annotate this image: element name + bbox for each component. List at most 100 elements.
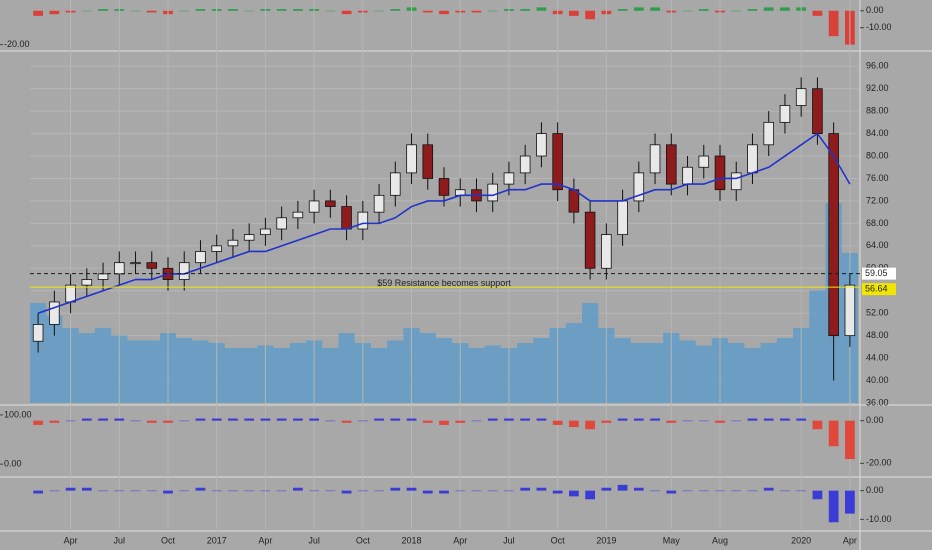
candle-body (325, 200, 336, 207)
volume-bar (338, 333, 355, 403)
histogram-bar (114, 490, 125, 492)
candle-body (130, 262, 141, 265)
histogram-bar (33, 490, 43, 494)
candle-body (601, 234, 612, 269)
histogram-bar (569, 490, 579, 497)
histogram-bar (780, 490, 790, 492)
volume-bar (695, 345, 712, 403)
histogram-bar (617, 418, 628, 421)
candle-body (552, 133, 563, 191)
volume-bar (776, 338, 794, 403)
candle-body (584, 211, 596, 269)
histogram-bar (390, 9, 401, 11)
histogram-bar (682, 420, 693, 422)
volume-bar (94, 328, 112, 403)
histogram-bar (812, 490, 823, 500)
histogram-bar (65, 420, 76, 422)
y-tick-label: -10.00 (866, 514, 892, 524)
histogram-bar (504, 418, 514, 421)
volume-bar (468, 348, 485, 403)
histogram-bar (309, 418, 319, 421)
x-tick-label: 2017 (207, 535, 227, 545)
volume-bar (728, 343, 745, 403)
histogram-bar (211, 490, 222, 492)
candle-body (211, 245, 222, 252)
volume-bar (176, 338, 193, 403)
histogram-bar (146, 490, 157, 492)
histogram-bar (747, 9, 758, 11)
candle-body (649, 144, 661, 174)
histogram-bar (244, 490, 255, 492)
histogram-bar (828, 490, 839, 523)
histogram-bar (49, 490, 60, 492)
histogram-bar (763, 7, 774, 11)
histogram-bar (276, 9, 287, 11)
histogram-bar (293, 487, 303, 491)
x-tick-label: Apr (258, 535, 272, 545)
histogram-bar (633, 7, 644, 11)
y-tick-label: -10.00 (866, 22, 892, 32)
price-tag-label: 56.64 (865, 284, 888, 294)
histogram-bar (195, 487, 206, 491)
y-tick-label: 64.00 (866, 240, 889, 250)
histogram-bar (552, 490, 563, 494)
y-tick-label: 0.00 (866, 485, 884, 495)
histogram-bar (617, 9, 628, 11)
histogram-bar (33, 420, 43, 425)
candle-body (666, 144, 677, 185)
histogram-bar (374, 10, 384, 12)
y-tick-label: 36.00 (866, 397, 889, 407)
x-tick-label: 2018 (402, 535, 422, 545)
x-tick-label: Apr (843, 535, 857, 545)
candle-body (276, 217, 287, 230)
histogram-bar (406, 487, 417, 491)
histogram-bar (812, 10, 823, 16)
volume-bar (809, 290, 826, 403)
histogram-bar (195, 418, 206, 421)
volume-bar (744, 348, 761, 403)
volume-bar (435, 338, 453, 403)
volume-bar (565, 323, 582, 403)
histogram-bar (260, 418, 271, 421)
candle-body (422, 144, 434, 179)
volume-bar (614, 338, 631, 403)
histogram-bar (731, 10, 742, 12)
histogram-bar (81, 418, 92, 421)
histogram-bar (228, 490, 238, 492)
candle-body (65, 284, 76, 303)
volume-bar (582, 303, 599, 403)
histogram-bar (390, 418, 401, 421)
histogram-bar (179, 420, 190, 422)
histogram-bar (357, 490, 368, 492)
histogram-bar (828, 10, 839, 37)
histogram-bar (293, 9, 303, 11)
histogram-bar (325, 490, 336, 492)
y2-tick-label: 0.00 (4, 459, 22, 469)
histogram-bar (666, 490, 677, 494)
histogram-bar (715, 420, 725, 423)
x-tick-label: Jul (308, 535, 320, 545)
candle-body (146, 262, 158, 269)
candle-body (503, 172, 515, 185)
histogram-bar (780, 418, 790, 421)
x-tick-label: Apr (453, 535, 467, 545)
histogram-bar (617, 484, 628, 491)
candle-body (828, 133, 839, 337)
histogram-bar (812, 420, 823, 430)
histogram-bar (650, 418, 660, 421)
histogram-bar (341, 420, 352, 423)
histogram-bar (276, 418, 287, 421)
candle-body (390, 172, 401, 196)
histogram-bar (585, 490, 595, 500)
volume-bar (143, 340, 160, 403)
histogram-bar (601, 487, 612, 491)
histogram-bar (569, 420, 579, 428)
candle-body (633, 172, 645, 202)
volume-bar (322, 348, 339, 403)
annotation: $59 Resistance becomes support (377, 278, 511, 288)
histogram-bar (520, 418, 531, 421)
histogram-bar (49, 420, 60, 423)
histogram-bar (98, 9, 108, 11)
volume-bar (127, 340, 144, 403)
